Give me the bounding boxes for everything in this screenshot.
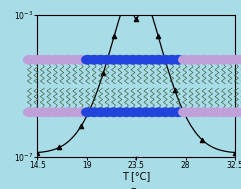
Circle shape <box>75 108 87 116</box>
Circle shape <box>88 108 100 116</box>
Circle shape <box>49 108 61 116</box>
Circle shape <box>166 108 178 116</box>
Point <box>79 124 83 127</box>
Point <box>35 151 39 154</box>
Circle shape <box>224 56 236 64</box>
Circle shape <box>82 56 94 64</box>
Text: $T_m$: $T_m$ <box>130 186 142 189</box>
Circle shape <box>134 108 145 116</box>
Circle shape <box>218 56 229 64</box>
Circle shape <box>179 56 191 64</box>
Point <box>156 34 160 37</box>
Circle shape <box>179 108 191 116</box>
Circle shape <box>237 108 241 116</box>
Circle shape <box>49 56 61 64</box>
Point <box>129 4 133 7</box>
Circle shape <box>82 108 94 116</box>
Circle shape <box>88 56 100 64</box>
Circle shape <box>62 56 74 64</box>
Point <box>101 72 105 75</box>
Circle shape <box>224 108 236 116</box>
Point <box>142 0 146 3</box>
Circle shape <box>120 56 132 64</box>
Point <box>112 34 116 37</box>
Circle shape <box>205 56 216 64</box>
Circle shape <box>69 56 81 64</box>
Point <box>233 151 237 154</box>
Point <box>57 146 61 149</box>
Circle shape <box>30 56 42 64</box>
Circle shape <box>198 56 210 64</box>
Circle shape <box>43 56 55 64</box>
Circle shape <box>166 56 178 64</box>
Circle shape <box>230 56 241 64</box>
Circle shape <box>192 108 204 116</box>
Circle shape <box>120 108 132 116</box>
Point <box>200 138 204 141</box>
Circle shape <box>159 56 171 64</box>
Circle shape <box>185 56 197 64</box>
Circle shape <box>56 108 68 116</box>
Circle shape <box>159 108 171 116</box>
Circle shape <box>114 56 126 64</box>
Circle shape <box>153 108 165 116</box>
Circle shape <box>140 108 152 116</box>
Circle shape <box>24 56 35 64</box>
Circle shape <box>172 56 184 64</box>
Circle shape <box>185 108 197 116</box>
X-axis label: T [°C]: T [°C] <box>122 171 150 181</box>
Circle shape <box>107 56 120 64</box>
Circle shape <box>237 56 241 64</box>
Circle shape <box>172 108 184 116</box>
Circle shape <box>62 108 74 116</box>
Point <box>173 88 176 91</box>
Circle shape <box>192 56 204 64</box>
Circle shape <box>69 108 81 116</box>
Circle shape <box>95 108 107 116</box>
Circle shape <box>211 108 223 116</box>
Circle shape <box>198 108 210 116</box>
Point <box>121 6 125 9</box>
Circle shape <box>43 108 55 116</box>
Circle shape <box>36 56 48 64</box>
Circle shape <box>24 108 35 116</box>
Circle shape <box>101 56 113 64</box>
Circle shape <box>127 108 139 116</box>
Circle shape <box>218 108 229 116</box>
Circle shape <box>107 108 120 116</box>
Circle shape <box>146 56 158 64</box>
Circle shape <box>56 56 68 64</box>
Circle shape <box>30 108 42 116</box>
Circle shape <box>134 56 145 64</box>
Point <box>134 17 138 20</box>
Circle shape <box>211 56 223 64</box>
Circle shape <box>95 56 107 64</box>
Circle shape <box>36 108 48 116</box>
Circle shape <box>127 56 139 64</box>
Circle shape <box>153 56 165 64</box>
Circle shape <box>146 108 158 116</box>
Circle shape <box>140 56 152 64</box>
Circle shape <box>101 108 113 116</box>
Circle shape <box>230 108 241 116</box>
Circle shape <box>75 56 87 64</box>
Circle shape <box>205 108 216 116</box>
Circle shape <box>114 108 126 116</box>
